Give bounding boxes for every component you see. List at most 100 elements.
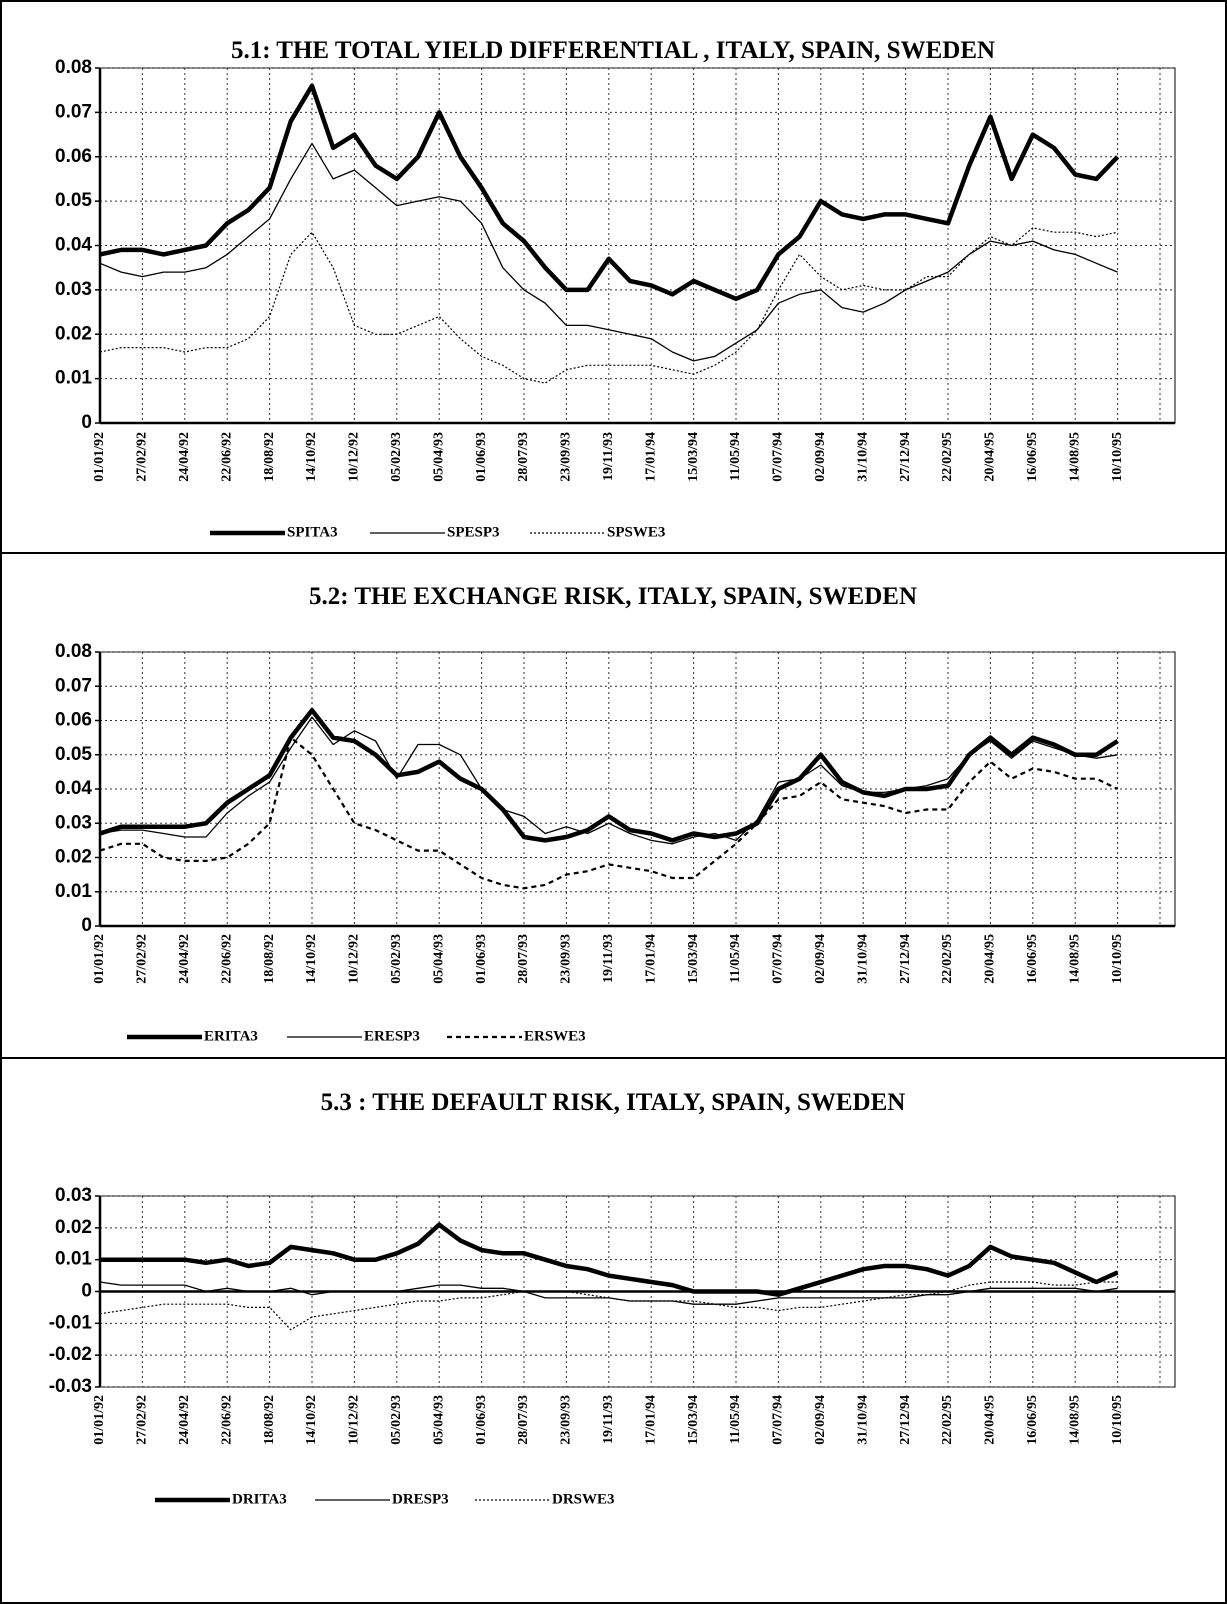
x-tick-label: 22/02/95 bbox=[940, 934, 955, 984]
legend-label: ERSWE3 bbox=[524, 1028, 586, 1044]
x-tick-label: 07/07/94 bbox=[771, 1395, 786, 1445]
x-tick-label: 11/05/94 bbox=[728, 934, 743, 983]
x-tick-label: 14/08/95 bbox=[1067, 432, 1082, 482]
x-tick-label: 10/10/95 bbox=[1110, 432, 1125, 482]
y-tick-label: 0.07 bbox=[55, 101, 92, 122]
x-tick-label: 24/04/92 bbox=[177, 1395, 192, 1445]
y-tick-label: 0.08 bbox=[55, 641, 92, 662]
y-tick-label: 0.02 bbox=[55, 1217, 92, 1238]
x-tick-label: 01/01/92 bbox=[92, 1395, 107, 1445]
x-tick-label: 01/06/93 bbox=[474, 934, 489, 984]
x-tick-label: 05/04/93 bbox=[431, 1395, 446, 1445]
x-tick-label: 20/04/95 bbox=[983, 1395, 998, 1445]
x-tick-label: 07/07/94 bbox=[771, 934, 786, 984]
x-tick-label: 23/09/93 bbox=[559, 432, 574, 482]
series-line bbox=[99, 142, 1118, 362]
x-tick-label: 05/02/93 bbox=[389, 1395, 404, 1445]
x-tick-label: 15/03/94 bbox=[686, 1395, 701, 1445]
x-tick-label: 28/07/93 bbox=[516, 934, 531, 984]
x-tick-label: 18/08/92 bbox=[262, 934, 277, 984]
legend-label: ERITA3 bbox=[204, 1028, 258, 1044]
x-tick-label: 17/01/94 bbox=[643, 934, 658, 984]
x-tick-label: 11/05/94 bbox=[728, 1395, 743, 1444]
legend-label: ERESP3 bbox=[364, 1028, 420, 1044]
x-tick-label: 28/07/93 bbox=[516, 432, 531, 482]
y-tick-label: 0.01 bbox=[55, 1249, 92, 1270]
y-tick-label: 0.07 bbox=[55, 675, 92, 696]
x-tick-label: 01/06/93 bbox=[474, 1395, 489, 1445]
x-tick-label: 28/07/93 bbox=[516, 1395, 531, 1445]
x-tick-label: 19/11/93 bbox=[601, 1395, 616, 1444]
x-tick-label: 10/10/95 bbox=[1110, 934, 1125, 984]
x-tick-label: 22/06/92 bbox=[219, 432, 234, 482]
x-tick-label: 27/02/92 bbox=[135, 432, 150, 482]
x-tick-label: 17/01/94 bbox=[643, 1395, 658, 1445]
x-tick-label: 22/02/95 bbox=[940, 1395, 955, 1445]
series-line bbox=[99, 736, 1119, 890]
x-tick-label: 31/10/94 bbox=[855, 934, 870, 984]
x-tick-label: 22/06/92 bbox=[219, 934, 234, 984]
y-tick-label: 0.08 bbox=[55, 57, 92, 78]
y-tick-label: 0.01 bbox=[55, 881, 92, 902]
x-tick-label: 18/08/92 bbox=[262, 432, 277, 482]
series-line bbox=[99, 1281, 1118, 1305]
y-tick-label: -0.02 bbox=[49, 1344, 92, 1365]
x-tick-label: 05/04/93 bbox=[431, 934, 446, 984]
x-tick-label: 02/09/94 bbox=[813, 934, 828, 984]
y-tick-label: 0.04 bbox=[55, 778, 92, 799]
series-line bbox=[99, 1281, 1118, 1331]
legend-label: SPESP3 bbox=[447, 524, 500, 540]
x-tick-label: 07/07/94 bbox=[771, 432, 786, 482]
x-tick-label: 24/04/92 bbox=[177, 432, 192, 482]
x-tick-label: 14/10/92 bbox=[304, 934, 319, 984]
x-tick-label: 27/02/92 bbox=[135, 934, 150, 984]
x-tick-label: 01/06/93 bbox=[474, 432, 489, 482]
x-tick-label: 27/12/94 bbox=[898, 1395, 913, 1445]
x-tick-label: 14/08/95 bbox=[1067, 934, 1082, 984]
x-tick-label: 16/06/95 bbox=[1025, 934, 1040, 984]
x-tick-label: 19/11/93 bbox=[601, 934, 616, 983]
x-tick-label: 23/09/93 bbox=[559, 1395, 574, 1445]
x-tick-label: 27/12/94 bbox=[898, 934, 913, 984]
x-tick-label: 14/10/92 bbox=[304, 1395, 319, 1445]
x-tick-label: 02/09/94 bbox=[813, 432, 828, 482]
y-tick-label: 0.03 bbox=[55, 279, 92, 300]
series-line bbox=[99, 707, 1119, 843]
x-tick-label: 01/01/92 bbox=[92, 934, 107, 984]
x-tick-label: 22/02/95 bbox=[940, 432, 955, 482]
y-tick-label: 0.02 bbox=[55, 323, 92, 344]
x-tick-label: 05/04/93 bbox=[431, 432, 446, 482]
legend-label: SPITA3 bbox=[287, 524, 338, 540]
x-tick-label: 01/01/92 bbox=[92, 432, 107, 482]
series-line bbox=[99, 227, 1118, 384]
x-tick-label: 02/09/94 bbox=[813, 1395, 828, 1445]
x-tick-label: 23/09/93 bbox=[559, 934, 574, 984]
y-tick-label: 0.03 bbox=[55, 1185, 92, 1206]
y-tick-label: 0 bbox=[81, 915, 92, 936]
y-tick-label: 0.05 bbox=[55, 744, 92, 765]
legend-label: SPSWE3 bbox=[607, 524, 665, 540]
y-tick-label: 0.06 bbox=[55, 710, 92, 731]
x-tick-label: 22/06/92 bbox=[219, 1395, 234, 1445]
x-tick-label: 31/10/94 bbox=[855, 1395, 870, 1445]
x-tick-label: 11/05/94 bbox=[728, 432, 743, 481]
x-tick-label: 18/08/92 bbox=[262, 1395, 277, 1445]
x-tick-label: 10/10/95 bbox=[1110, 1395, 1125, 1445]
x-tick-label: 15/03/94 bbox=[686, 432, 701, 482]
legend-label: DRSWE3 bbox=[552, 1491, 615, 1507]
x-tick-label: 19/11/93 bbox=[601, 432, 616, 481]
x-tick-label: 10/12/92 bbox=[347, 432, 362, 482]
x-tick-label: 10/12/92 bbox=[347, 934, 362, 984]
x-tick-label: 10/12/92 bbox=[347, 1395, 362, 1445]
y-tick-label: 0.01 bbox=[55, 368, 92, 389]
series-line bbox=[100, 1222, 1119, 1297]
y-tick-label: 0 bbox=[81, 1281, 92, 1302]
x-tick-label: 16/06/95 bbox=[1025, 1395, 1040, 1445]
y-tick-label: -0.01 bbox=[49, 1312, 93, 1333]
x-tick-label: 16/06/95 bbox=[1025, 432, 1040, 482]
x-tick-label: 20/04/95 bbox=[983, 934, 998, 984]
chart-title: 5.3 : THE DEFAULT RISK, ITALY, SPAIN, SW… bbox=[321, 1089, 906, 1116]
x-tick-label: 05/02/93 bbox=[389, 432, 404, 482]
x-tick-label: 05/02/93 bbox=[389, 934, 404, 984]
